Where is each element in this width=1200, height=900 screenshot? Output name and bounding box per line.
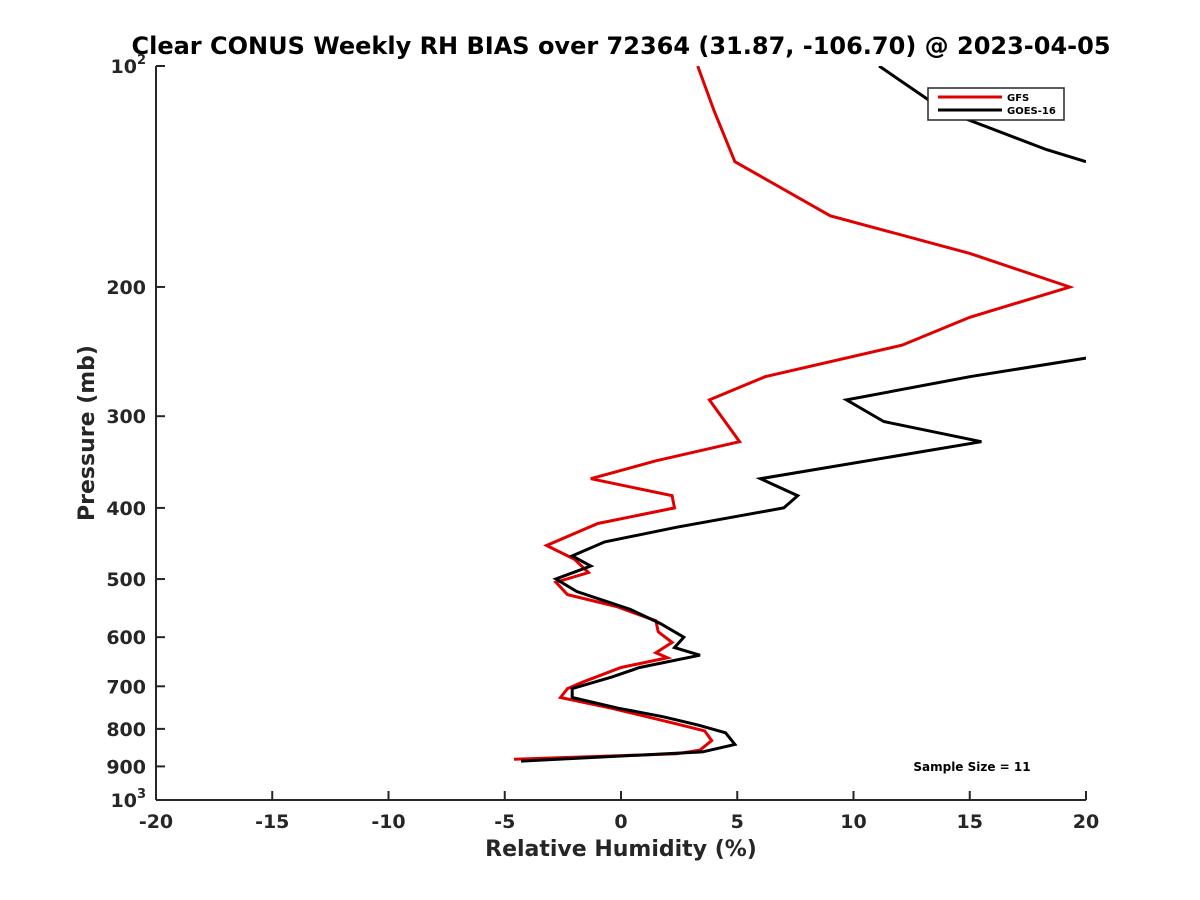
sample-size-annotation: Sample Size = 11 [913, 760, 1030, 774]
y-tick-label: 300 [106, 406, 146, 428]
x-tick-label: -15 [255, 811, 289, 833]
plot-background [156, 66, 1086, 800]
y-tick-label: 800 [106, 719, 146, 741]
legend: GFS GOES-16 [927, 87, 1065, 121]
series-layer [513, 66, 1086, 763]
y-axis-ticks: 102 200 300 400 500 600 700 800 900 103 [106, 53, 165, 812]
plot-area: -20 -15 -10 -5 0 5 10 15 20 102 200 300 400 500 600 70… [106, 53, 1099, 833]
series-line-goes16 [520, 66, 1086, 763]
x-tick-label: 0 [614, 811, 627, 833]
series-line-gfs [513, 66, 1075, 761]
x-tick-label: -10 [371, 811, 405, 833]
y-axis-label: Pressure (mb) [75, 345, 100, 521]
y-tick-label: 500 [106, 569, 146, 591]
y-tick-label: 600 [106, 627, 146, 649]
legend-label-goes16: GOES-16 [1007, 106, 1056, 117]
x-tick-label: 10 [840, 811, 866, 833]
y-tick-label: 400 [106, 498, 146, 520]
x-tick-label: 20 [1073, 811, 1099, 833]
legend-box [927, 87, 1065, 121]
chart-title: Clear CONUS Weekly RH BIAS over 72364 (3… [131, 32, 1110, 60]
y-tick-label: 102 [111, 53, 147, 78]
x-tick-label: 5 [731, 811, 744, 833]
x-axis-label: Relative Humidity (%) [485, 837, 757, 862]
y-tick-label: 103 [111, 787, 147, 812]
x-tick-label: -5 [494, 811, 515, 833]
y-tick-label: 700 [106, 676, 146, 698]
legend-label-gfs: GFS [1007, 93, 1029, 104]
x-axis-ticks: -20 -15 -10 -5 0 5 10 15 20 [139, 791, 1099, 833]
x-tick-label: 15 [957, 811, 983, 833]
x-tick-label: -20 [139, 811, 173, 833]
y-tick-label: 200 [106, 277, 146, 299]
y-tick-label: 900 [106, 756, 146, 778]
